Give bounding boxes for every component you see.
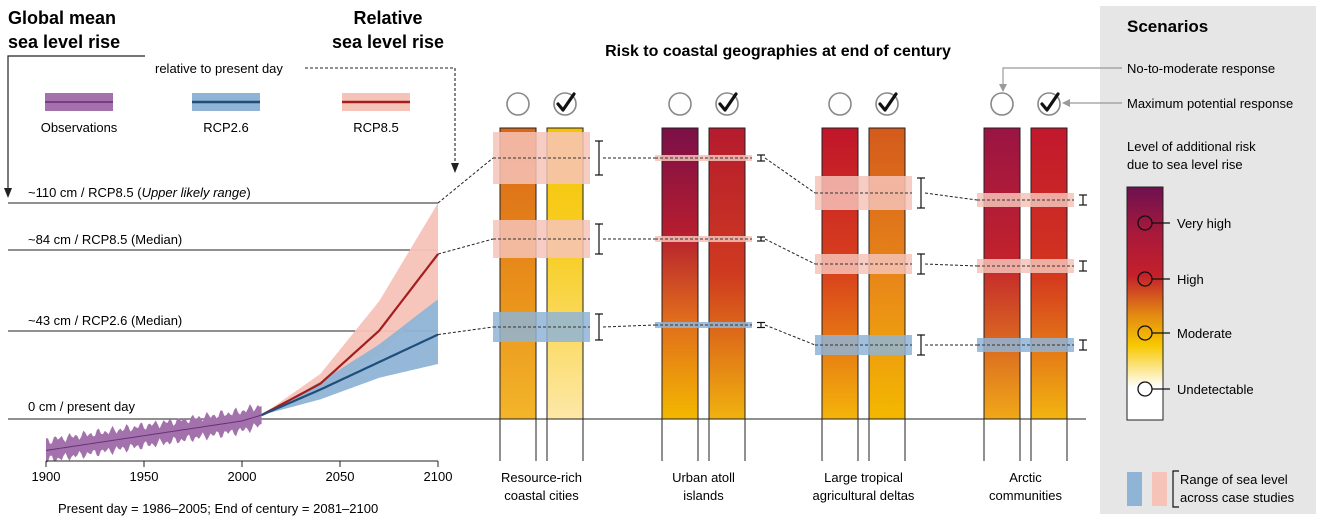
x-axis-ticks: 1900 1950 2000 2050 2100 xyxy=(32,461,453,484)
global-mean-bracket xyxy=(7,55,145,196)
check-icon xyxy=(556,92,576,112)
x-tick-label: 1950 xyxy=(130,469,159,484)
risk-key-very-high-label: Very high xyxy=(1177,216,1231,231)
no-response-icon xyxy=(668,92,692,116)
geography-label-line1: Arctic xyxy=(1009,470,1042,485)
max-response-arrowhead xyxy=(1062,99,1070,107)
sea-level-range-band xyxy=(815,335,912,355)
range-legend-label-1: Range of sea level xyxy=(1180,472,1288,487)
sea-level-range-band xyxy=(977,193,1074,207)
geography-group-3: Arctic communities xyxy=(977,92,1087,503)
risk-title: Risk to coastal geographies at end of ce… xyxy=(605,43,951,60)
group-connectors xyxy=(437,157,978,346)
connector-line xyxy=(764,238,816,265)
sea-level-range-band xyxy=(655,155,752,161)
x-tick-label: 1900 xyxy=(32,469,61,484)
risk-key-undetectable-label: Undetectable xyxy=(1177,382,1254,397)
chart-to-bar-connector xyxy=(437,238,494,255)
relative-title-2: sea level rise xyxy=(332,32,444,52)
risk-gradient-legend xyxy=(1126,186,1164,421)
sea-level-range-band xyxy=(977,338,1074,352)
risk-level-title-1: Level of additional risk xyxy=(1127,139,1256,154)
risk-key-high: High xyxy=(1137,271,1204,287)
series-observations-line xyxy=(45,414,262,451)
legend-rcp85-label: RCP8.5 xyxy=(353,120,399,135)
check-icon xyxy=(718,92,738,112)
connector-line xyxy=(764,157,816,194)
relative-dashed-arrow xyxy=(305,67,456,170)
sea-level-range-band xyxy=(655,236,752,242)
level-label-43: ~43 cm / RCP2.6 (Median) xyxy=(28,313,182,328)
sea-level-range-band xyxy=(815,254,912,274)
geography-label-line2: islands xyxy=(683,488,724,503)
range-legend-label-2: across case studies xyxy=(1180,490,1295,505)
x-tick-label: 2050 xyxy=(326,469,355,484)
level-label-0: 0 cm / present day xyxy=(28,399,135,414)
global-mean-title-1: Global mean xyxy=(8,8,116,28)
global-mean-title-2: sea level rise xyxy=(8,32,120,52)
no-response-icon xyxy=(506,92,530,116)
series-rcp26-band xyxy=(261,299,438,416)
check-icon xyxy=(878,92,898,112)
no-response-arrowhead xyxy=(999,84,1007,92)
sea-level-range-band xyxy=(655,322,752,328)
risk-key-high-label: High xyxy=(1177,272,1204,287)
sea-level-range-band xyxy=(977,259,1074,273)
relative-title-1: Relative xyxy=(353,8,422,28)
risk-key-very-high: Very high xyxy=(1137,215,1231,231)
risk-bar-max-response xyxy=(1030,127,1068,420)
geography-label-line1: Resource-rich xyxy=(501,470,582,485)
chart-to-bar-connector xyxy=(437,326,494,336)
connector-line xyxy=(924,263,978,267)
series-rcp85-line xyxy=(261,253,439,417)
series-rcp26-line xyxy=(261,333,439,417)
geography-group-1: Urban atoll islands xyxy=(655,92,765,503)
no-response-icon xyxy=(828,92,852,116)
risk-key-moderate-label: Moderate xyxy=(1177,326,1232,341)
global-mean-arrowhead xyxy=(4,188,12,198)
legend-rcp85: RCP8.5 xyxy=(342,93,410,135)
range-legend: Range of sea level across case studies xyxy=(1127,470,1295,508)
connector-line xyxy=(924,192,978,201)
geography-group-0: Resource-rich coastal cities xyxy=(493,92,603,503)
risk-key-moderate: Moderate xyxy=(1137,325,1232,341)
level-label-110: ~110 cm / RCP8.5 (Upper likely range) xyxy=(28,185,251,200)
geography-label-line2: agricultural deltas xyxy=(813,488,915,503)
legend-observations-label: Observations xyxy=(41,120,118,135)
max-response-label: Maximum potential response xyxy=(1127,96,1293,111)
check-icon xyxy=(1040,92,1060,112)
scenarios-title: Scenarios xyxy=(1127,17,1208,36)
risk-bar-no-response xyxy=(983,127,1021,420)
connector-line xyxy=(602,324,656,328)
geography-label-line1: Urban atoll xyxy=(672,470,735,485)
risk-key-undetectable: Undetectable xyxy=(1137,381,1254,397)
level-label-84: ~84 cm / RCP8.5 (Median) xyxy=(28,232,182,247)
risk-bar-no-response xyxy=(661,127,699,420)
x-tick-label: 2100 xyxy=(424,469,453,484)
legend-rcp26: RCP2.6 xyxy=(192,93,260,135)
footnote: Present day = 1986–2005; End of century … xyxy=(58,501,378,516)
relative-arrowhead xyxy=(451,163,459,173)
geography-label-line1: Large tropical xyxy=(824,470,903,485)
chart-to-bar-connector xyxy=(437,157,494,204)
risk-bar-max-response xyxy=(708,127,746,420)
legend-rcp26-label: RCP2.6 xyxy=(203,120,249,135)
risk-level-title-2: due to sea level rise xyxy=(1127,157,1243,172)
no-response-pointer xyxy=(1002,67,1122,88)
relative-note: relative to present day xyxy=(155,61,283,76)
legend-observations: Observations xyxy=(41,93,118,135)
no-response-label: No-to-moderate response xyxy=(1127,61,1275,76)
no-response-icon xyxy=(990,92,1014,116)
x-tick-label: 2000 xyxy=(228,469,257,484)
sea-level-chart xyxy=(45,203,439,463)
geography-group-2: Large tropical agricultural deltas xyxy=(813,92,925,503)
geography-label-line2: coastal cities xyxy=(504,488,579,503)
geography-bars: Resource-rich coastal cities Urban atoll is… xyxy=(437,92,1087,503)
connector-line xyxy=(764,324,816,346)
series-observations-band xyxy=(46,404,262,463)
geography-label-line2: communities xyxy=(989,488,1062,503)
